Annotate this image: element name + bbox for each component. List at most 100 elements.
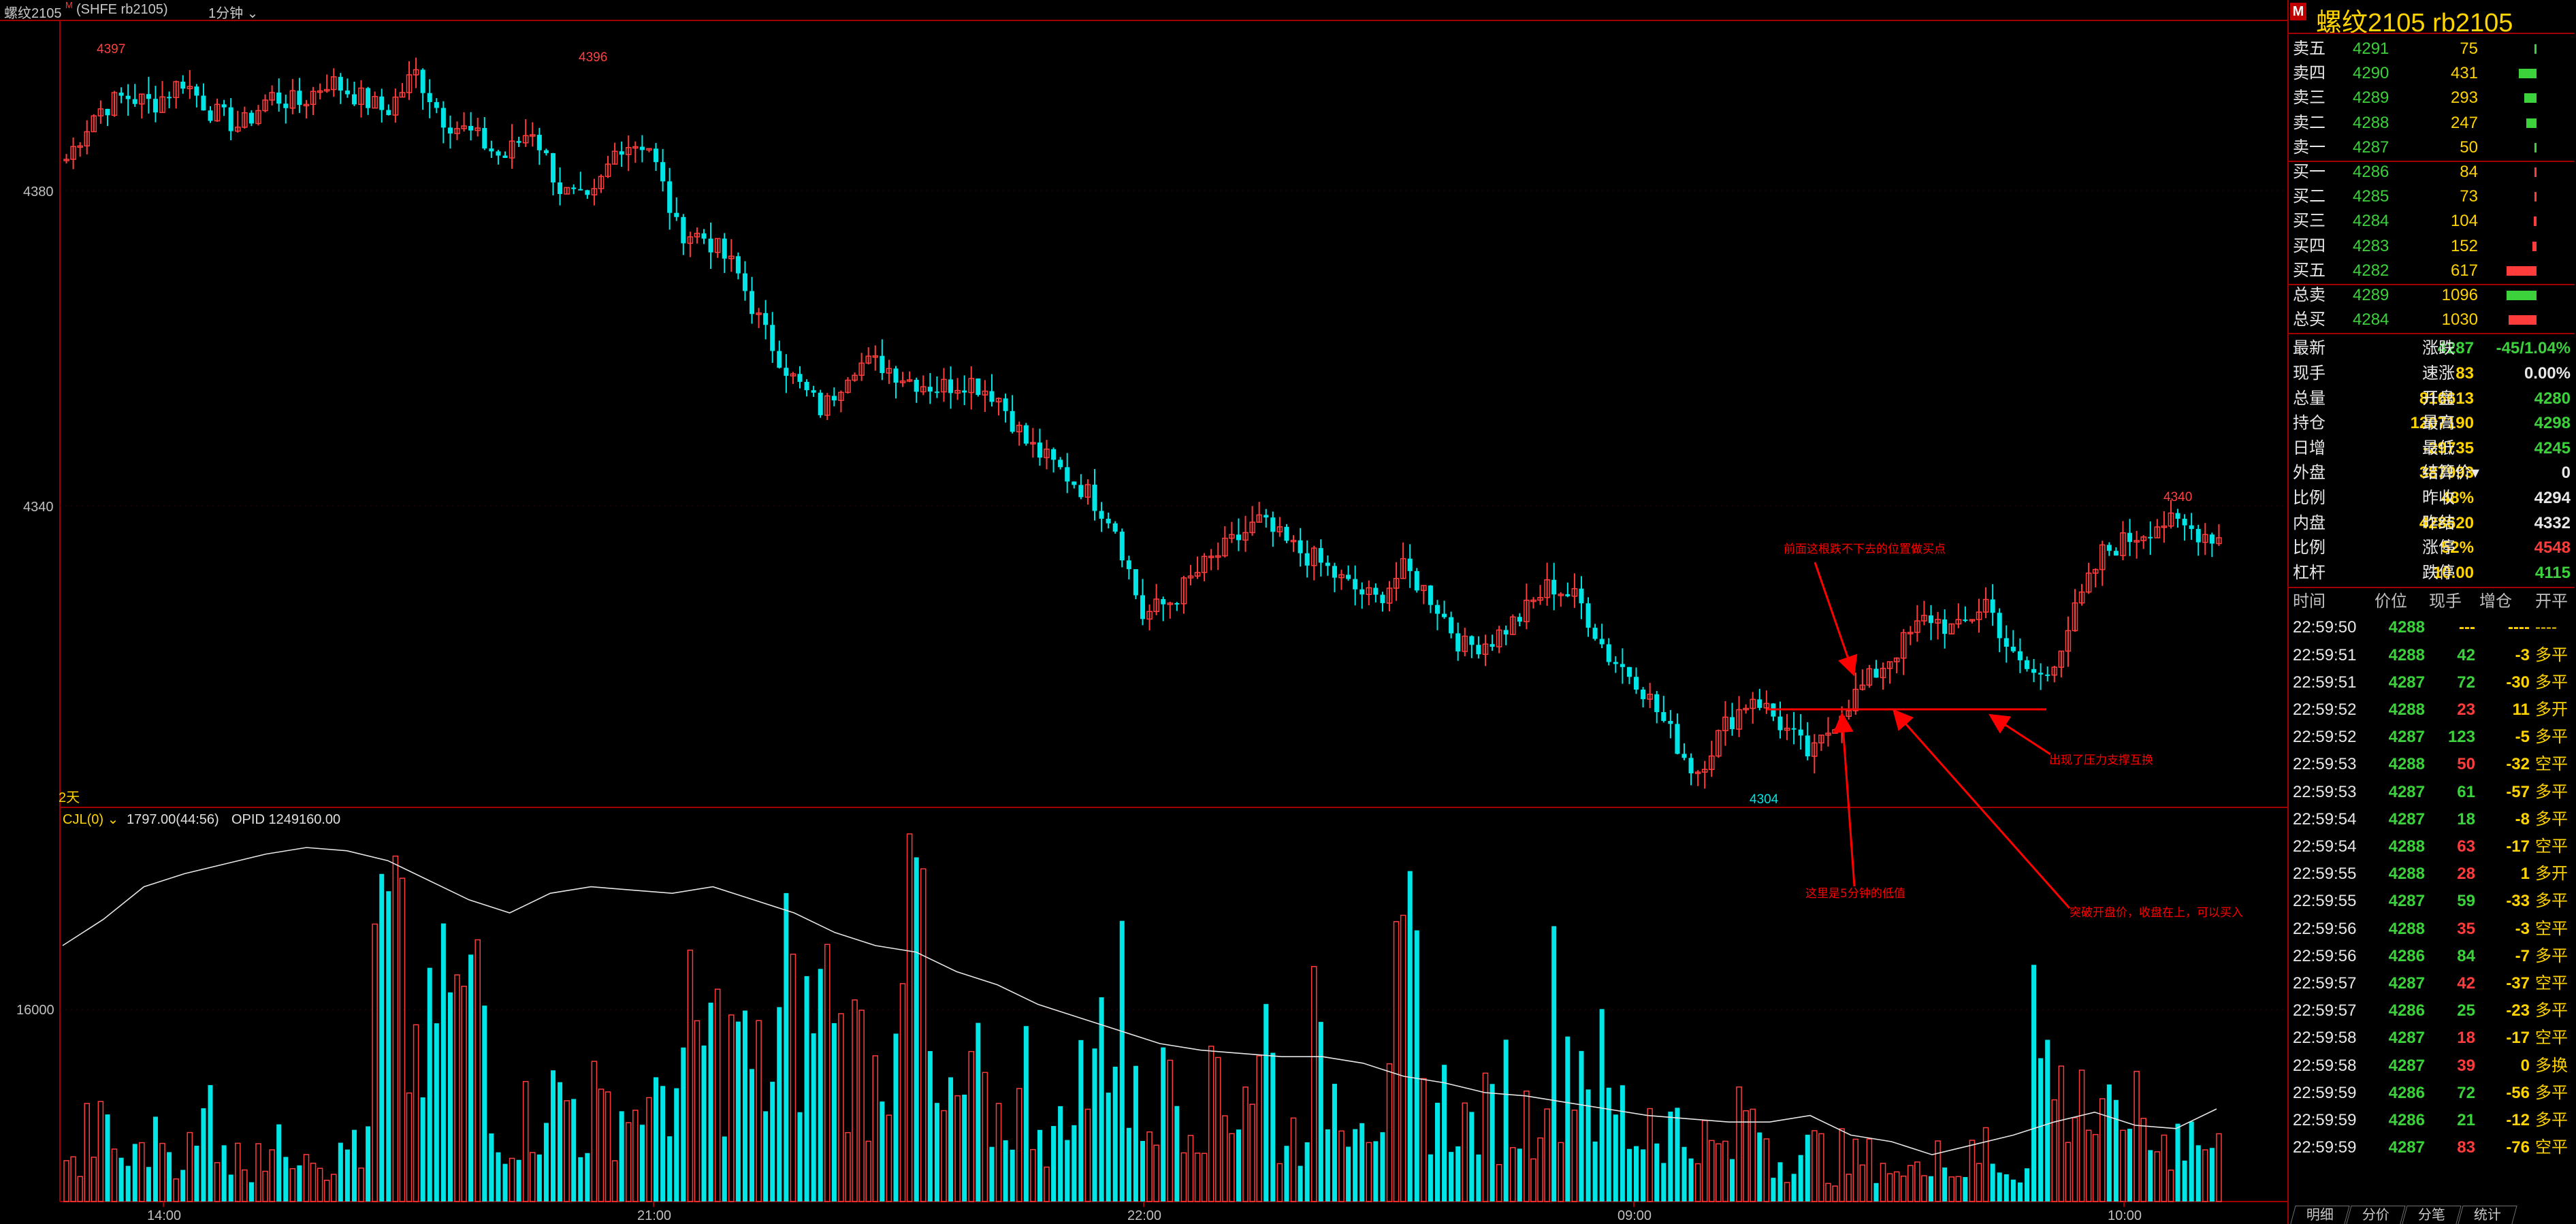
trade-header-cell: 时间 xyxy=(2293,592,2325,611)
candle-body xyxy=(310,91,317,106)
candle-body xyxy=(201,95,206,111)
volume-bar xyxy=(344,1149,350,1202)
candle-body xyxy=(1276,526,1283,532)
trade-row[interactable]: 22:59:54 4288 63 -17 空平 xyxy=(2289,835,2575,859)
volume-bar xyxy=(954,1095,961,1202)
trade-header-cell: 增仓 xyxy=(2479,592,2512,611)
trade-row[interactable]: 22:59:58 4287 39 0 多换 xyxy=(2289,1054,2575,1078)
trade-row[interactable]: 22:59:57 4286 25 -23 多平 xyxy=(2289,999,2575,1023)
volume-bar xyxy=(2120,1129,2126,1202)
bid-row[interactable]: 买四 4283 152 xyxy=(2289,234,2575,259)
stat-label: 内盘 xyxy=(2293,513,2325,532)
trade-row[interactable]: 22:59:59 4286 21 -12 多平 xyxy=(2289,1108,2575,1133)
trade-row[interactable]: 22:59:59 4287 83 -76 空平 xyxy=(2289,1136,2575,1160)
volume-bar xyxy=(1222,1115,1228,1202)
bid-row[interactable]: 买五 4282 617 xyxy=(2289,259,2575,283)
trade-row[interactable]: 22:59:53 4287 61 -57 多平 xyxy=(2289,780,2575,805)
trade-type: 空平 xyxy=(2535,1138,2568,1157)
candle-body xyxy=(2113,551,2119,556)
period-selector[interactable]: 1分钟 ⌄ xyxy=(208,2,258,22)
trade-row[interactable]: 22:59:54 4287 18 -8 多平 xyxy=(2289,807,2575,832)
volume-bar xyxy=(2127,1129,2133,1202)
candle-body xyxy=(522,135,529,144)
trade-row[interactable]: 22:59:57 4287 42 -37 空平 xyxy=(2289,971,2575,996)
trade-row[interactable]: 22:59:56 4286 84 -7 多平 xyxy=(2289,944,2575,969)
bid-row[interactable]: 买二 4285 73 xyxy=(2289,184,2575,209)
bid-row[interactable]: 买一 4286 84 xyxy=(2289,160,2575,184)
volume-bar xyxy=(660,1086,666,1202)
volume-bar xyxy=(502,1163,508,1202)
ask-row[interactable]: 卖二 4288 247 xyxy=(2289,111,2575,135)
stat-row: 现手 83 速涨 0.00% xyxy=(2289,361,2575,386)
candle-body xyxy=(2065,630,2072,652)
candle-body xyxy=(1249,521,1255,534)
trade-row[interactable]: 22:59:58 4287 18 -17 空平 xyxy=(2289,1026,2575,1050)
trade-row[interactable]: 22:59:51 4287 72 -30 多平 xyxy=(2289,671,2575,695)
total-sell-label: 总卖 xyxy=(2293,286,2325,304)
trade-row[interactable]: 22:59:56 4288 35 -3 空平 xyxy=(2289,917,2575,941)
volume-bar xyxy=(63,1160,69,1202)
trade-time: 22:59:56 xyxy=(2293,946,2357,965)
volume-bar xyxy=(1784,1182,1790,1202)
volume-bar xyxy=(1620,1085,1625,1202)
trade-row[interactable]: 22:59:55 4287 59 -33 多平 xyxy=(2289,889,2575,914)
candle-body xyxy=(893,368,899,383)
volume-bar xyxy=(454,974,460,1202)
trade-row[interactable]: 22:59:51 4288 42 -3 多平 xyxy=(2289,643,2575,668)
volume-bar xyxy=(1942,1167,1948,1202)
tab-0[interactable]: 明细 xyxy=(2290,1206,2350,1224)
trade-qty: 84 xyxy=(2457,946,2475,965)
candle-body xyxy=(934,391,939,393)
volume-bar xyxy=(1613,1114,1618,1202)
volume-bar xyxy=(1153,1144,1159,1202)
trade-row[interactable]: 22:59:53 4288 50 -32 空平 xyxy=(2289,752,2575,777)
total-sell-row[interactable]: 总卖 4289 1096 xyxy=(2289,283,2575,308)
volume-bar xyxy=(1668,1111,1673,1202)
trade-row[interactable]: 22:59:52 4288 23 11 多开 xyxy=(2289,698,2575,722)
candle-body xyxy=(1866,668,1873,686)
candle-body xyxy=(1976,611,1982,620)
tab-label: 分价 xyxy=(2362,1208,2389,1223)
ask-row[interactable]: 卖一 4287 50 xyxy=(2289,135,2575,160)
volume-bar xyxy=(797,1112,803,1202)
bid-row[interactable]: 买三 4284 104 xyxy=(2289,209,2575,233)
tab-1[interactable]: 分价 xyxy=(2346,1206,2406,1224)
ask-volume-bar xyxy=(2534,142,2537,152)
indicator-name: CJL(0) ⌄ xyxy=(63,812,118,827)
total-sell-price: 4289 xyxy=(2353,286,2389,304)
volume-bar xyxy=(1517,1148,1522,1202)
volume-bar xyxy=(2195,1145,2201,1202)
candle-body xyxy=(208,110,213,121)
trade-row[interactable]: 22:59:59 4286 72 -56 多平 xyxy=(2289,1081,2575,1106)
candle-body xyxy=(2120,532,2126,556)
ask-volume: 247 xyxy=(2450,113,2478,132)
candle-body xyxy=(1661,712,1667,722)
bid-price: 4285 xyxy=(2353,187,2389,206)
annotation-arrow xyxy=(1988,713,2051,756)
trade-row[interactable]: 22:59:52 4287 123 -5 多平 xyxy=(2289,725,2575,750)
trade-row[interactable]: 22:59:50 4288 --- ---- ---- xyxy=(2289,615,2575,640)
trade-qty: 42 xyxy=(2457,974,2475,993)
trade-row[interactable]: 22:59:55 4288 28 1 多开 xyxy=(2289,862,2575,886)
volume-bar xyxy=(578,1157,583,1202)
total-buy-row[interactable]: 总买 4284 1030 xyxy=(2289,308,2575,332)
ask-row[interactable]: 卖三 4289 293 xyxy=(2289,86,2575,110)
stat-label[interactable]: 结算价▾ xyxy=(2422,464,2480,483)
volume-bar xyxy=(1325,1129,1330,1202)
candle-body xyxy=(2140,536,2146,541)
volume-bar xyxy=(2051,1099,2058,1202)
ask-row[interactable]: 卖五 4291 75 xyxy=(2289,37,2575,61)
volume-bar xyxy=(558,1082,563,1202)
tab-2[interactable]: 分笔 xyxy=(2402,1206,2462,1224)
volume-bar xyxy=(1310,966,1317,1202)
x-tick-label: 10:00 xyxy=(2108,1208,2142,1223)
candle-body xyxy=(221,104,227,108)
tab-3[interactable]: 统计 xyxy=(2458,1206,2517,1224)
volume-bar xyxy=(667,1136,673,1202)
total-buy-volume: 1030 xyxy=(2441,310,2478,329)
candle-body xyxy=(1852,688,1859,711)
volume-bar xyxy=(948,1077,954,1202)
ask-row[interactable]: 卖四 4290 431 xyxy=(2289,61,2575,86)
candlestick-chart[interactable]: 4380 4340 4397 4396 4340 4304 2天 前面这根跌不下去的位置做买点… xyxy=(0,0,2287,1224)
volume-bar xyxy=(1298,1165,1303,1202)
